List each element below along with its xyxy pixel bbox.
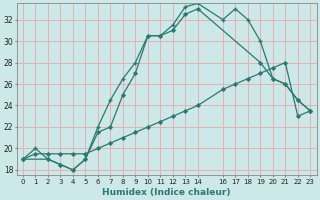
X-axis label: Humidex (Indice chaleur): Humidex (Indice chaleur) (102, 188, 231, 197)
